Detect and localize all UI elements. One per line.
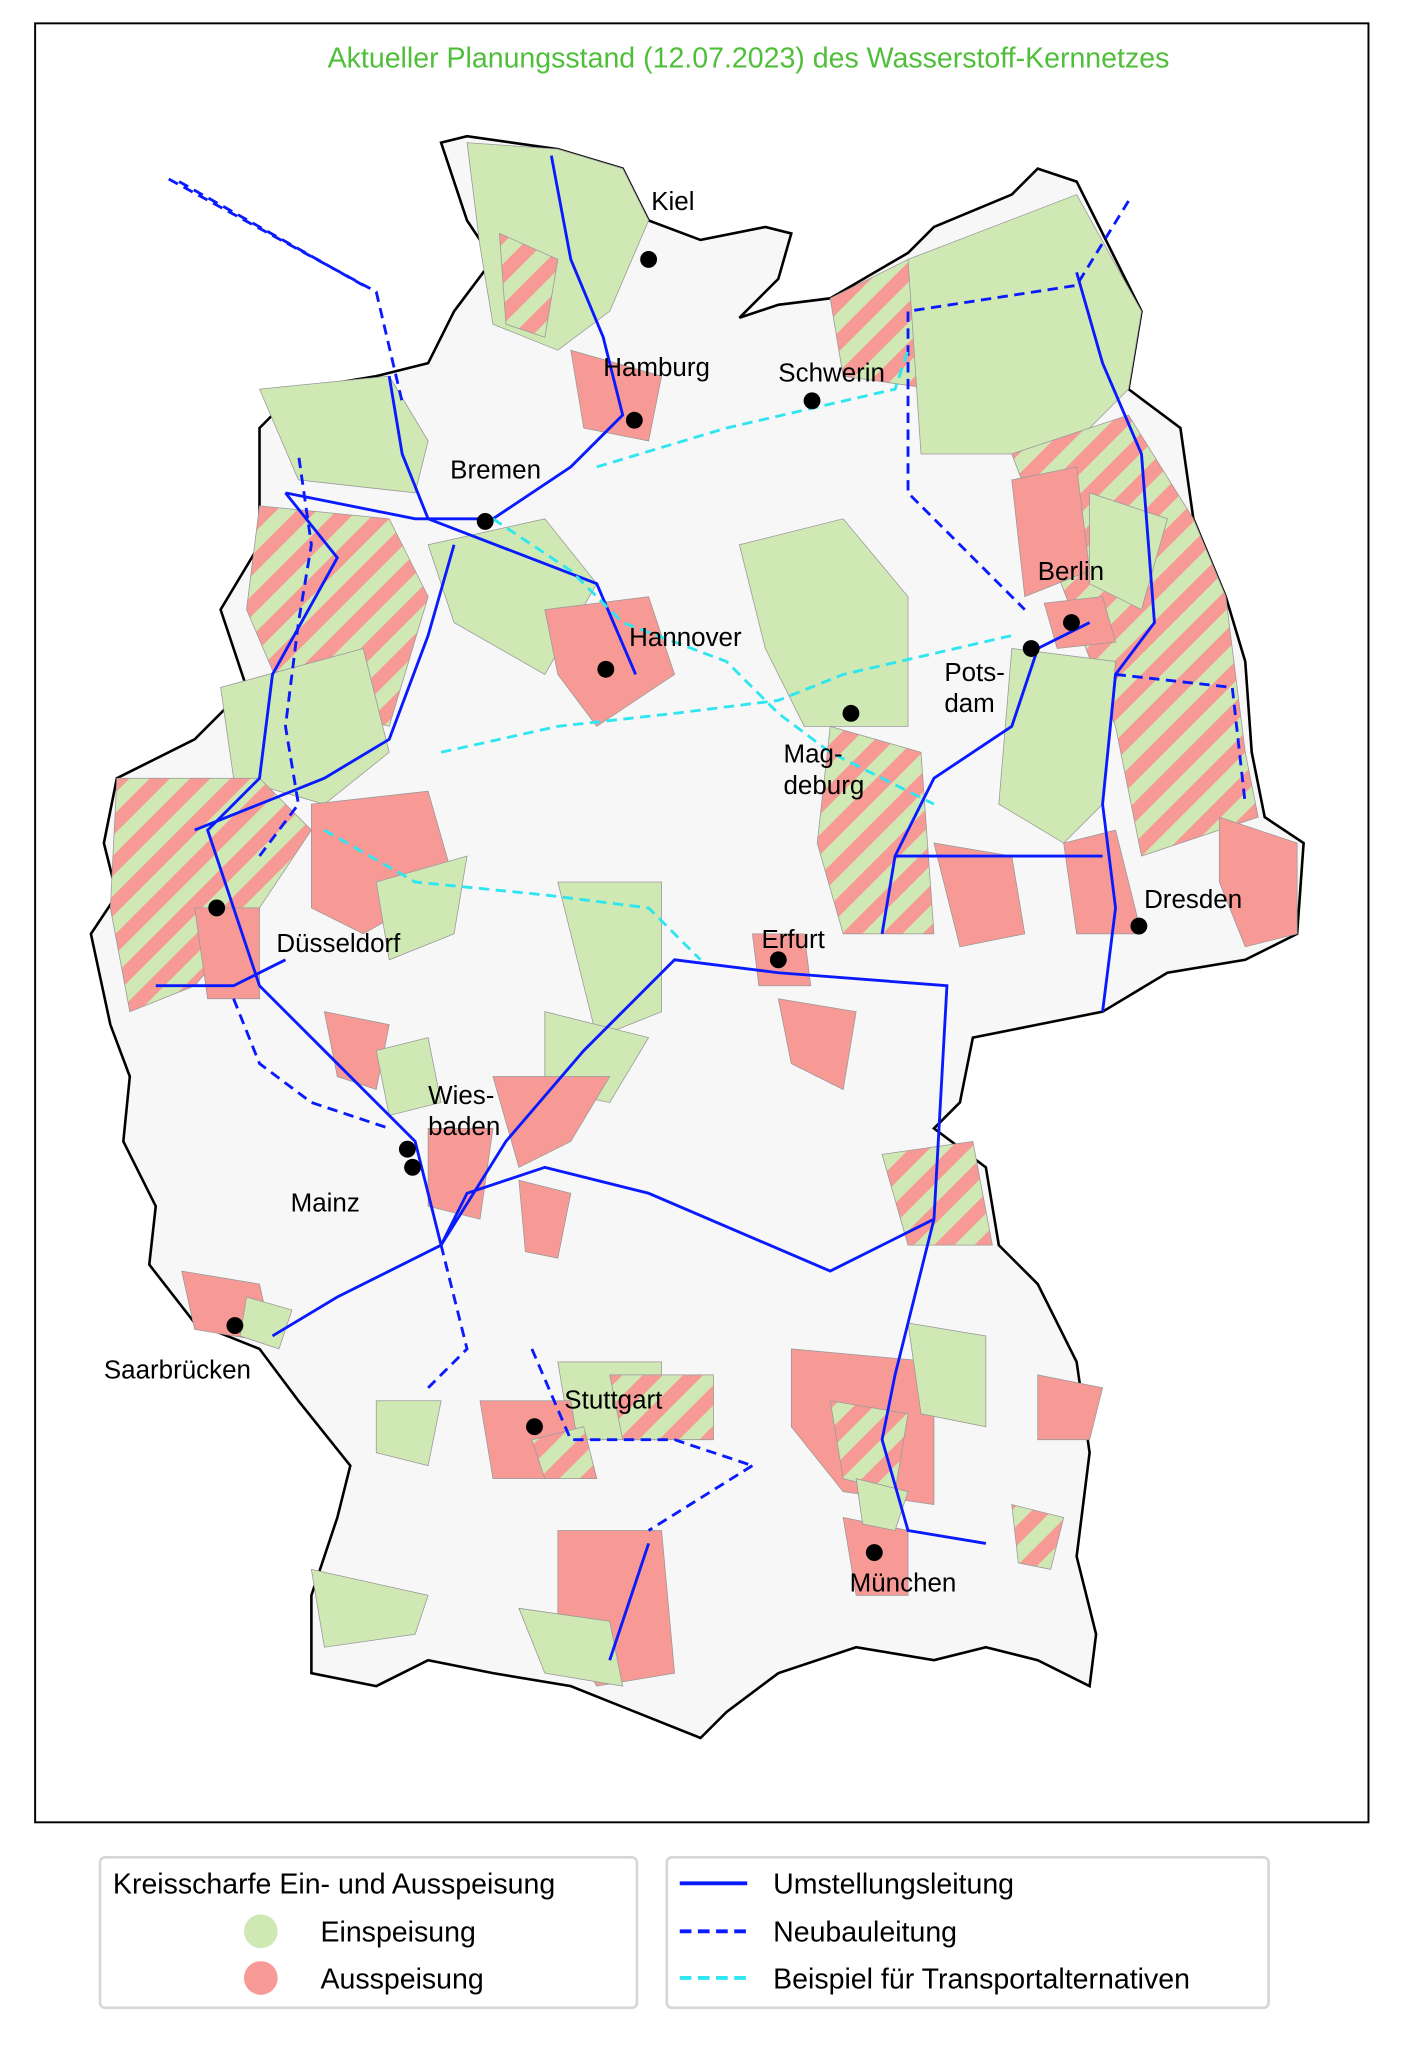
legend-ausspeisung: Ausspeisung [320, 1963, 483, 1995]
legend-lines: Umstellungsleitung Neubauleitung Beispie… [665, 1856, 1270, 2010]
transport-alternative-line [323, 828, 702, 961]
district-region [855, 1478, 909, 1531]
district-region [907, 194, 1142, 455]
city-label: München [850, 1569, 957, 1597]
district-region [881, 1140, 993, 1246]
transport-alternative-line [492, 517, 935, 806]
city-dot [1130, 917, 1148, 935]
city-label: Kiel [651, 188, 694, 216]
city-label: Düsseldorf [276, 930, 401, 958]
neubauleitung-line [530, 1348, 753, 1467]
district-region [907, 1322, 987, 1428]
city-dot [640, 250, 658, 268]
neubauleitung-line [906, 200, 1130, 611]
district-region [1037, 1374, 1104, 1441]
red-circle-icon [243, 1961, 278, 1995]
umstellungsleitung-line [194, 544, 456, 832]
city-dot [769, 951, 787, 969]
umstellungsleitung-line [880, 1218, 987, 1545]
city-dot [1022, 640, 1040, 657]
city-label: Berlin [1038, 558, 1104, 586]
map-title: Aktueller Planungsstand (12.07.2023) des… [328, 42, 1170, 74]
neubauleitung-line [168, 177, 404, 403]
umstellungsleitung-line [205, 491, 443, 1246]
umstellungsleitung-line [608, 1543, 650, 1661]
city-label: Pots- [944, 659, 1005, 687]
city-dot [404, 1158, 421, 1176]
city-label-line2: deburg [784, 772, 865, 800]
city-dot [1063, 614, 1080, 632]
city-dot [597, 660, 615, 678]
city-dot [803, 392, 821, 410]
city-label: Dresden [1144, 886, 1242, 914]
city-label: Bremen [450, 457, 541, 485]
city-label: Schwerin [778, 359, 885, 387]
district-region [375, 1400, 442, 1467]
city-label: Hannover [629, 624, 742, 652]
neubauleitung-line [427, 1244, 469, 1389]
district-region [933, 842, 1026, 948]
neubauleitung-line [1115, 673, 1247, 805]
district-region [777, 998, 857, 1091]
city-dot [842, 704, 860, 722]
neubauleitung-line [647, 1464, 754, 1532]
city-dot [398, 1140, 416, 1158]
district-region [518, 1607, 624, 1687]
city-label: Mag- [784, 741, 843, 769]
district-region [375, 855, 468, 961]
city-dot [526, 1418, 543, 1436]
city-dot [625, 411, 643, 429]
district-region [427, 1128, 494, 1220]
city-label-line2: dam [944, 690, 994, 718]
district-region [816, 725, 935, 935]
city-label: Saarbrücken [104, 1357, 251, 1385]
legend-regions-title: Kreisscharfe Ein- und Ausspeisung [113, 1869, 555, 1901]
neubauleitung-line [232, 998, 390, 1130]
umstellungsleitung-line [1075, 271, 1156, 1012]
district-region [609, 1374, 714, 1441]
district-region [998, 648, 1116, 844]
city-label: Wies- [428, 1082, 494, 1110]
city-dot [476, 512, 494, 530]
legend-regions: Kreisscharfe Ein- und Ausspeisung Einspe… [98, 1856, 639, 2010]
legend-neubauleitung: Neubauleitung [773, 1917, 957, 1949]
district-region [518, 1179, 572, 1259]
district-region [375, 1037, 442, 1116]
district-region [1218, 816, 1298, 948]
city-label: Stuttgart [564, 1387, 663, 1415]
city-label: Erfurt [761, 926, 825, 954]
transport-alternative-line [440, 634, 1013, 754]
legend-umstellungsleitung: Umstellungsleitung [773, 1869, 1014, 1901]
city-dot [226, 1317, 244, 1334]
district-region [1011, 466, 1091, 598]
city-markers: Kiel Hamburg Schwerin Bremen Berlin Pots-dam H… [104, 188, 1242, 1597]
legend-transportalternativen: Beispiel für Transportalternativen [773, 1963, 1190, 1995]
district-region [310, 1568, 429, 1648]
district-region [1011, 1504, 1065, 1570]
city-dot [865, 1544, 883, 1561]
district-region [738, 518, 909, 727]
city-label: Mainz [291, 1189, 360, 1217]
city-dot [208, 899, 226, 917]
umstellungsleitung-line [387, 375, 637, 676]
umstellungsleitung-line [880, 621, 1091, 935]
umstellungsleitung-line [155, 958, 287, 988]
district-region [499, 232, 559, 338]
district-region [194, 907, 260, 1000]
legend-einspeisung: Einspeisung [320, 1917, 475, 1949]
city-label-line2: baden [428, 1113, 500, 1141]
district-region [323, 1011, 390, 1091]
pipeline-network [155, 155, 1247, 1661]
umstellungsleitung-line [271, 958, 949, 1338]
green-circle-icon [243, 1914, 278, 1949]
neubauleitung-line [258, 453, 313, 857]
district-region [258, 375, 429, 494]
city-label: Hamburg [603, 354, 710, 382]
neubauleitung-line [178, 180, 364, 287]
